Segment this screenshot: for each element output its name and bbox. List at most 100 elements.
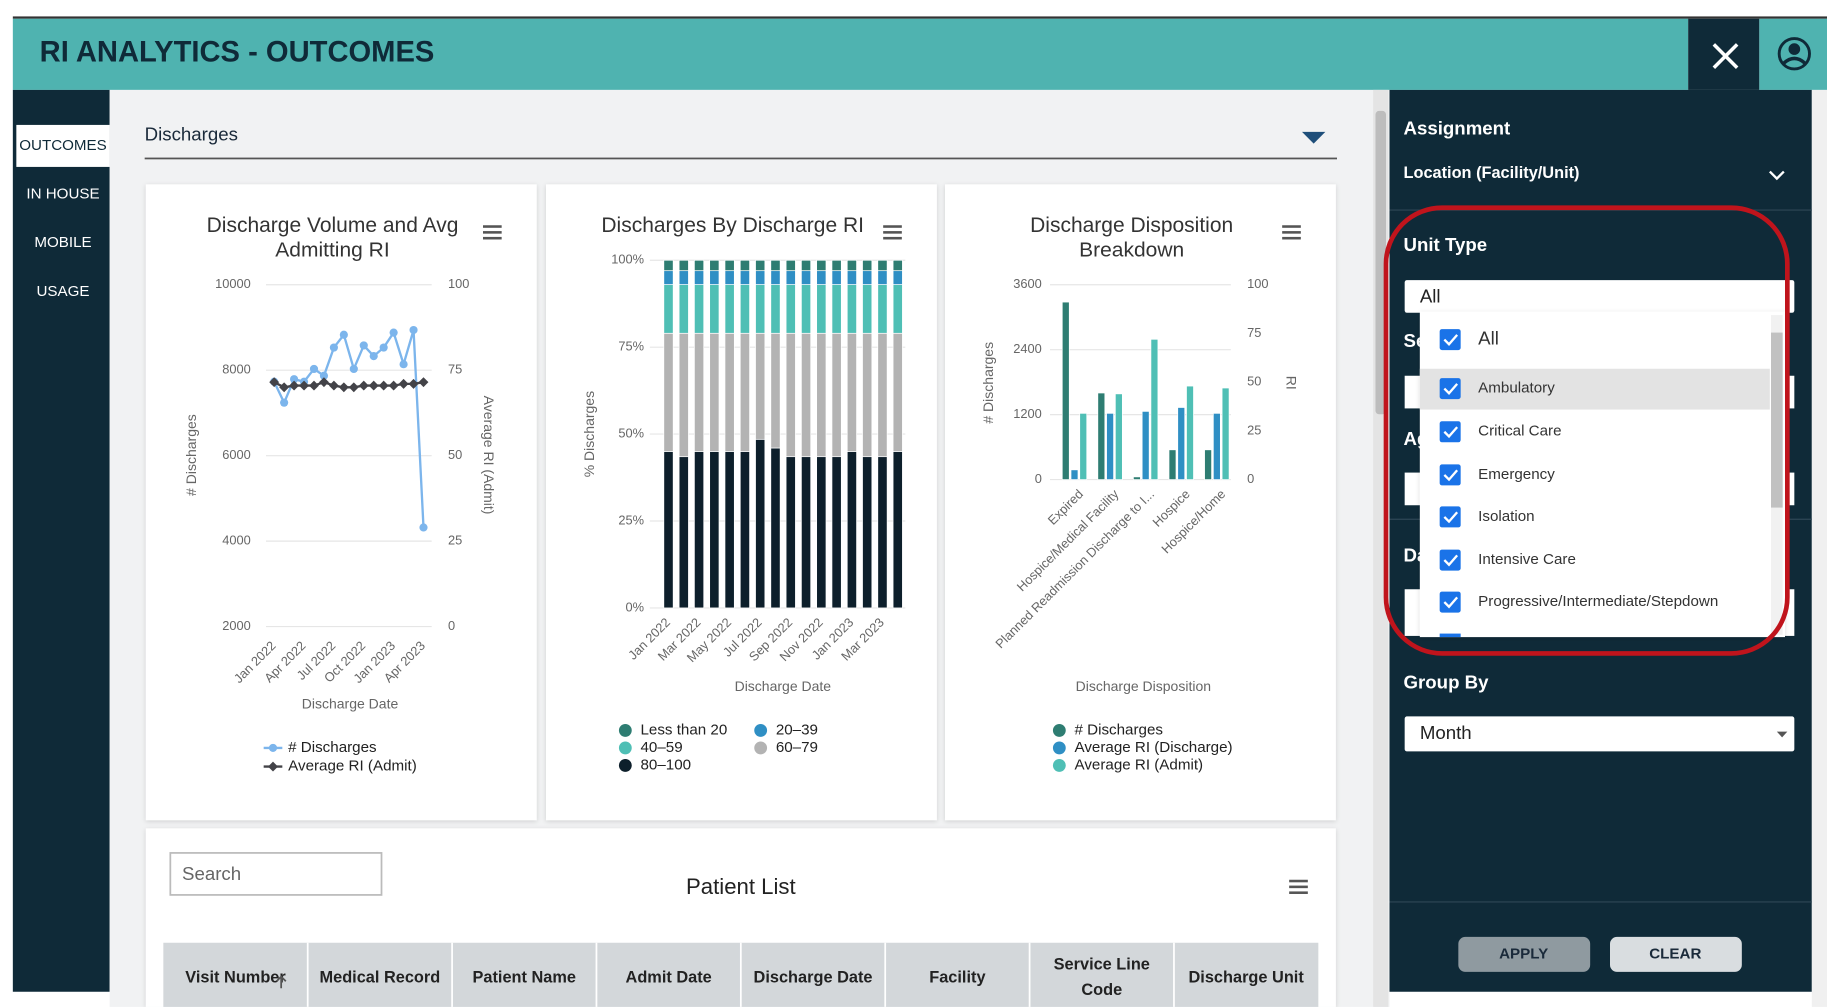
menu-icon-bar[interactable] [1289,891,1308,894]
filter-input[interactable] [1782,589,1795,636]
header [12,18,1689,90]
bar [1070,469,1079,480]
menu-icon-bar[interactable] [483,236,502,240]
point [299,380,309,391]
checkmark [1443,554,1459,567]
checkbox[interactable] [1439,464,1461,486]
checkbox[interactable] [1439,506,1461,528]
section-title: Discharges [145,123,238,144]
checkbox[interactable] [1439,421,1461,443]
search-input[interactable] [169,852,383,896]
checkbox[interactable] [1439,549,1461,571]
nav-item[interactable]: MOBILE [34,234,91,251]
bar-segment [709,451,720,609]
bar-segment [770,284,781,334]
legend-marker [1052,741,1066,755]
menu-icon-bar[interactable] [1282,236,1301,240]
dropdown-option[interactable]: Emergency [1478,466,1555,483]
bar-segment [694,332,705,452]
profile-body [1782,56,1806,65]
apply-label[interactable]: APPLY [1499,945,1548,962]
legend-label[interactable]: 80–100 [641,756,692,773]
nav-active[interactable] [16,124,110,167]
legend-label[interactable]: Average RI (Admit) [1075,756,1204,773]
filter-input[interactable] [1404,589,1421,636]
bar-segment [663,332,674,452]
bar-segment [877,270,888,285]
legend-label[interactable]: # Discharges [288,739,377,756]
filter-label: Unit Type [1404,234,1488,255]
dropdown-option[interactable]: All [1478,328,1499,349]
menu-icon-bar[interactable] [483,231,502,234]
point [349,364,358,374]
group-by-select[interactable] [1404,716,1795,752]
bar-segment [724,259,735,272]
checkbox[interactable] [1439,329,1461,351]
checkmark [1443,469,1459,482]
checkbox[interactable] [1439,378,1461,400]
menu-icon-bar[interactable] [883,236,902,240]
bar-segment [739,259,750,272]
dropdown-option[interactable]: Isolation [1478,508,1534,525]
filter-input[interactable] [1404,472,1421,506]
section-toggle[interactable] [1302,131,1326,144]
chevron[interactable] [1769,170,1785,181]
menu-icon-bar[interactable] [883,225,902,228]
bar [1212,412,1221,480]
tick-label: 50 [448,447,462,462]
bar-segment [770,259,781,272]
nav-item[interactable]: OUTCOMES [19,137,107,154]
menu-icon-bar[interactable] [1282,231,1301,234]
sort-arrow[interactable] [275,975,287,989]
clear-button[interactable] [1610,936,1742,972]
bar-segment [846,451,857,609]
tick-label: 25 [1247,422,1261,437]
menu-icon-bar[interactable] [1289,879,1308,883]
legend-label[interactable]: # Discharges [1075,721,1164,738]
bar-segment [816,332,827,458]
legend-label[interactable]: 60–79 [776,739,818,756]
nav-item[interactable]: USAGE [36,283,89,300]
legend-label[interactable]: Average RI (Admit) [288,758,417,775]
bar-segment [694,451,705,609]
menu-icon-bar[interactable] [1282,225,1301,228]
legend-label[interactable]: 20–39 [776,721,818,738]
bar-segment [770,270,781,285]
menu-icon-bar[interactable] [483,225,502,228]
unit-type-select[interactable] [1404,280,1795,313]
panel-scrollbar[interactable] [1811,89,1827,1007]
checkbox[interactable] [1439,591,1461,613]
checkmark [1443,383,1459,395]
apply-button[interactable] [1458,936,1591,972]
bar-segment [892,451,903,609]
nav-item[interactable]: IN HOUSE [26,186,99,203]
legend-label[interactable]: Average RI (Discharge) [1075,739,1233,756]
bar-segment [678,259,689,272]
legend-label[interactable]: 40–59 [641,739,683,756]
bar [1061,301,1070,480]
tick-label: 8000 [222,362,251,377]
dropdown-option[interactable]: Progressive/Intermediate/Stepdown [1478,593,1718,610]
y-axis-title: # Discharges [980,342,996,424]
bar [1079,412,1088,480]
tick-label: 4000 [222,533,251,548]
tick-label: 50% [618,425,644,440]
menu-icon-bar[interactable] [1289,885,1308,889]
menu-icon-bar[interactable] [883,231,902,234]
scroll-thumb[interactable] [1375,110,1387,415]
dropdown-option[interactable]: Ambulatory [1478,380,1555,397]
clear-label[interactable]: CLEAR [1649,945,1701,962]
tick-label: 75% [618,339,644,354]
dropdown-option[interactable]: Intensive Care [1478,551,1576,568]
legend-label[interactable]: Less than 20 [641,721,728,738]
dropdown-scroll-thumb[interactable] [1771,332,1783,508]
profile-head [1788,43,1801,55]
bar-segment [892,270,903,285]
filter-input[interactable] [1404,375,1421,409]
point [418,377,429,388]
app-title: RI ANALYTICS - OUTCOMES [40,36,435,68]
bar-segment [709,332,720,452]
dropdown-option[interactable]: Critical Care [1478,423,1561,440]
point [379,343,388,352]
